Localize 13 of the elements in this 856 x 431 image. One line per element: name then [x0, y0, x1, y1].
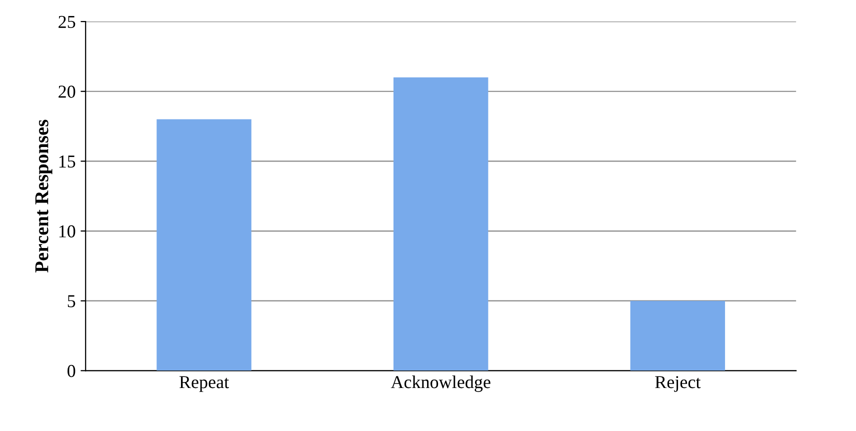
- y-tick-label: 25: [58, 16, 76, 28]
- x-tick-label: Acknowledge: [390, 376, 490, 392]
- y-axis-title: Percent Responses: [35, 120, 52, 273]
- y-tick-label: 10: [59, 225, 76, 238]
- y-tick-label: 0: [68, 364, 76, 378]
- bar: [630, 300, 726, 371]
- bar: [156, 119, 252, 371]
- y-tick-label: 15: [59, 156, 76, 168]
- x-tick-label: Reject: [655, 376, 701, 392]
- x-tick-label: Repeat: [179, 376, 229, 392]
- y-tick-label: 5: [68, 295, 76, 308]
- bar: [393, 77, 488, 371]
- y-tick-label: 20: [58, 86, 76, 98]
